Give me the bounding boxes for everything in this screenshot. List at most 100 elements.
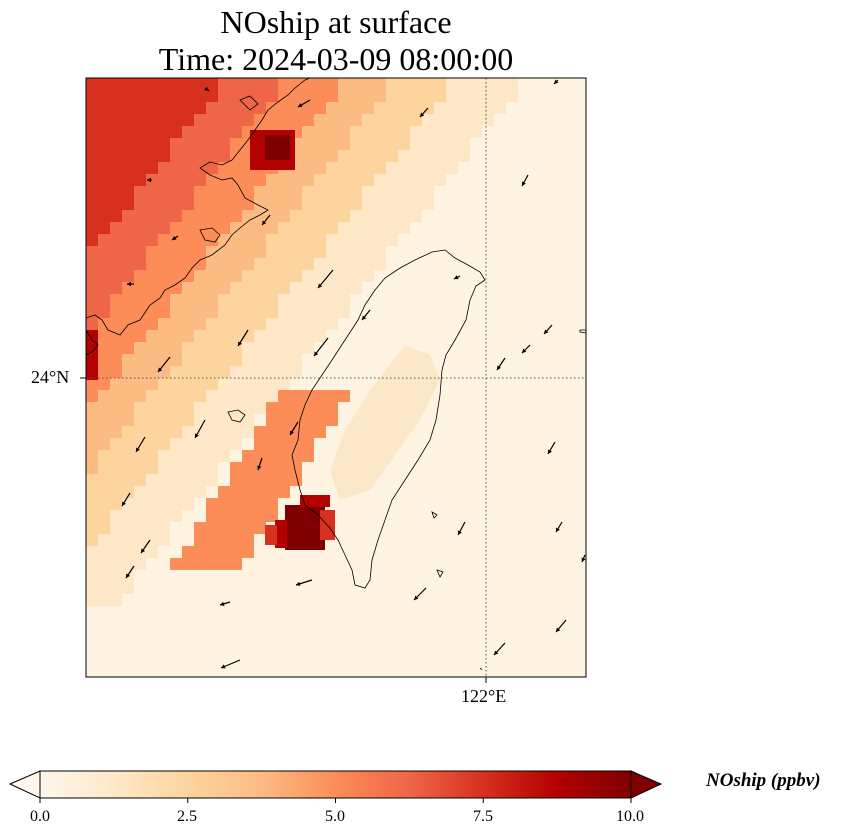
field-cell [446, 102, 458, 114]
field-cell [218, 498, 230, 510]
field-cell [326, 318, 338, 330]
field-cell [266, 78, 278, 90]
field-cell [158, 438, 170, 450]
field-cell [146, 246, 158, 258]
field-cell [146, 486, 158, 498]
field-cell [170, 246, 182, 258]
field-cell [122, 402, 134, 414]
field-cell [170, 450, 182, 462]
field-cell [398, 150, 410, 162]
field-cell [446, 90, 458, 102]
field-cell [398, 174, 410, 186]
field-cell [266, 414, 278, 426]
field-cell [158, 102, 170, 114]
wind-vector-head [494, 650, 499, 655]
field-cell [302, 198, 314, 210]
field-cell [170, 486, 182, 498]
field-cell [410, 210, 422, 222]
field-cell [146, 522, 158, 534]
field-cell [158, 534, 170, 546]
field-cell [134, 138, 146, 150]
field-cell [182, 426, 194, 438]
field-cell [122, 306, 134, 318]
field-cell [266, 114, 278, 126]
field-cell [158, 510, 170, 522]
field-cell [194, 222, 206, 234]
field-cell [182, 282, 194, 294]
field-cell [122, 246, 134, 258]
field-cell [170, 210, 182, 222]
field-cell [110, 162, 122, 174]
field-cell [122, 582, 134, 594]
field-cell [278, 210, 290, 222]
field-cell [254, 306, 266, 318]
field-cell [302, 150, 314, 162]
field-cell [422, 162, 434, 174]
field-cell [134, 90, 146, 102]
field-cell [290, 390, 302, 402]
field-cell [194, 546, 206, 558]
field-cell [242, 234, 254, 246]
field-cell [218, 210, 230, 222]
field-cell [146, 186, 158, 198]
field-cell [254, 246, 266, 258]
field-cell [446, 126, 458, 138]
field-cell [182, 78, 194, 90]
field-cell [254, 354, 266, 366]
field-cell [98, 378, 110, 390]
field-cell [98, 90, 110, 102]
field-cell [314, 126, 326, 138]
field-cell [218, 270, 230, 282]
field-cell [254, 330, 266, 342]
field-cell [182, 414, 194, 426]
field-cell [254, 450, 266, 462]
field-cell [254, 222, 266, 234]
field-cell [98, 114, 110, 126]
field-cell [170, 378, 182, 390]
field-cell [110, 258, 122, 270]
field-cell [374, 126, 386, 138]
field-cell [146, 534, 158, 546]
field-cell [98, 558, 110, 570]
field-cell [218, 198, 230, 210]
field-cell [326, 402, 338, 414]
wind-vector-head [238, 341, 242, 346]
field-cell [410, 90, 422, 102]
field-cell [242, 306, 254, 318]
field-cell [302, 270, 314, 282]
field-cell [134, 282, 146, 294]
field-cell [254, 426, 266, 438]
field-cell [122, 222, 134, 234]
field-cell [194, 354, 206, 366]
field-cell [290, 414, 302, 426]
field-cell [386, 126, 398, 138]
field-cell [218, 294, 230, 306]
field-cell [326, 90, 338, 102]
field-cell [194, 306, 206, 318]
coastline [86, 78, 586, 671]
field-cell [230, 258, 242, 270]
field-cell [98, 498, 110, 510]
field-cell [98, 174, 110, 186]
field-cell [350, 282, 362, 294]
field-cell [146, 138, 158, 150]
field-cell [278, 486, 290, 498]
field-cell [326, 306, 338, 318]
field-cell [182, 330, 194, 342]
field-cell [158, 162, 170, 174]
field-cell [182, 222, 194, 234]
field-cell [86, 414, 98, 426]
field-cell [242, 534, 254, 546]
field-cell [266, 258, 278, 270]
field-cell [218, 438, 230, 450]
field-cell [398, 78, 410, 90]
field-cell [194, 534, 206, 546]
field-cell [338, 390, 350, 402]
field-cell [410, 102, 422, 114]
field-cell [266, 186, 278, 198]
field-cell [134, 198, 146, 210]
field-cell [98, 126, 110, 138]
field-cell [362, 222, 374, 234]
field-cell [98, 486, 110, 498]
field-cell [506, 78, 518, 90]
